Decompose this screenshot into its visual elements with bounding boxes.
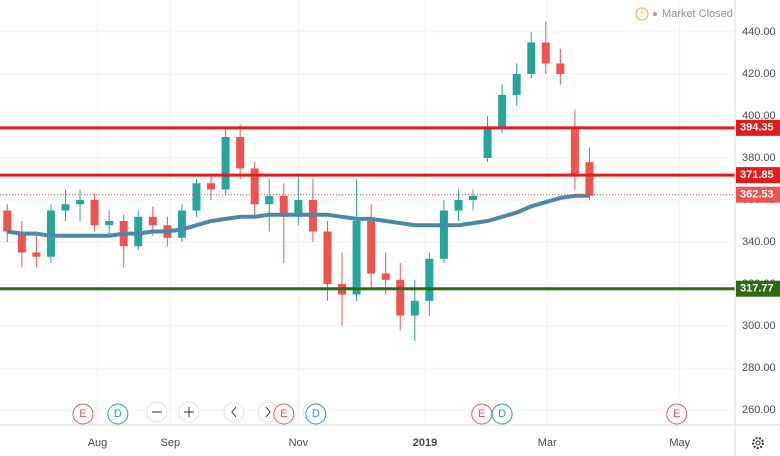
event-label: D (312, 408, 320, 420)
event-marker[interactable] (491, 403, 513, 425)
y-tick-label: 380.00 (742, 152, 776, 164)
x-tick-label: Sep (160, 437, 180, 449)
event-label: D (498, 408, 506, 420)
alert-icon-glyph: ! (641, 8, 644, 18)
y-tick-label: 260.00 (742, 404, 776, 416)
y-tick-label: 440.00 (742, 26, 776, 38)
candle-body (396, 279, 405, 316)
candle-body (134, 216, 143, 247)
candle-body (512, 73, 521, 95)
event-label: D (114, 408, 122, 420)
y-tick-label: 300.00 (742, 320, 776, 332)
zoom-in-icon (184, 407, 194, 417)
x-tick-label: Aug (88, 437, 108, 449)
y-tick-label: 420.00 (742, 68, 776, 80)
candle-body (32, 252, 41, 257)
alert-icon (635, 7, 649, 21)
level-label-box (736, 167, 780, 184)
toolbar (146, 401, 324, 423)
event-label: E (478, 408, 485, 420)
settings-icon-center (755, 440, 761, 446)
x-tick-label: 2019 (413, 437, 437, 449)
candle-body (367, 221, 376, 274)
moving-average (6, 193, 590, 238)
candle-body (570, 126, 579, 175)
candle-body (46, 210, 55, 257)
x-tick-label: Mar (538, 437, 557, 449)
candle-body (469, 195, 478, 200)
event-label: E (79, 408, 86, 420)
settings[interactable] (752, 437, 764, 449)
settings-icon[interactable] (752, 437, 764, 449)
candle-body (454, 200, 463, 211)
y-tick-label: 280.00 (742, 362, 776, 374)
y-tick-label: 400.00 (742, 110, 776, 122)
candle-body (279, 195, 288, 217)
candle-body (90, 200, 99, 226)
level-label-box (736, 119, 780, 136)
grid (0, 0, 735, 425)
level-label: 371.85 (740, 169, 774, 181)
status: ! Market Closed (635, 7, 733, 21)
candle-body (192, 183, 201, 211)
plot (0, 21, 735, 341)
status-text: Market Closed (662, 8, 733, 20)
candle-body (236, 136, 245, 169)
level-label: 317.77 (740, 283, 774, 295)
event-marker[interactable] (107, 403, 129, 425)
candle-body (221, 136, 230, 190)
candle-body (3, 210, 12, 232)
candle-body (177, 210, 186, 238)
candle-body (352, 221, 361, 295)
candle-body (323, 231, 332, 285)
event-marker[interactable] (305, 403, 327, 425)
event-label: E (673, 408, 680, 420)
level-label: 394.35 (740, 122, 774, 134)
candle-body (556, 63, 565, 74)
candle-body (439, 210, 448, 259)
candle-body (207, 183, 216, 190)
event-label: E (280, 408, 287, 420)
candle-body (105, 221, 114, 226)
candle-body (541, 42, 550, 64)
candle-body (148, 216, 157, 226)
y-tick-label: 340.00 (742, 236, 776, 248)
scroll-left-icon (231, 406, 237, 418)
scroll-left[interactable] (223, 401, 245, 423)
event-marker[interactable] (72, 403, 94, 425)
event-marker[interactable] (273, 403, 295, 425)
last-price-box (736, 186, 780, 203)
candle-body (265, 195, 274, 205)
status-dot (653, 12, 657, 16)
candle-body (483, 126, 492, 158)
candle-body (410, 300, 419, 316)
candle-body (250, 168, 259, 205)
candle-body (527, 42, 536, 74)
candle-body (585, 162, 594, 196)
candle-body (294, 200, 303, 217)
candle-body (17, 231, 26, 253)
candle-body (61, 204, 70, 211)
level-label-box (736, 280, 780, 297)
candle-body (425, 258, 434, 301)
event-marker[interactable] (666, 403, 688, 425)
candle-body (381, 273, 390, 280)
x-tick-label: Nov (289, 437, 309, 449)
candle-body (498, 94, 507, 127)
x-tick-label: May (669, 437, 690, 449)
scroll-right-icon (265, 406, 271, 418)
last-price-label: 362.53 (740, 189, 774, 201)
candle-body (76, 200, 85, 205)
